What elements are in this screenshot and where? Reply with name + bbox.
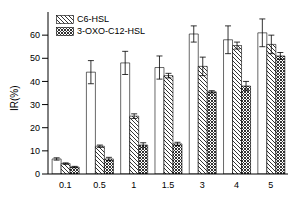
svg-text:50: 50: [30, 53, 40, 63]
svg-text:0: 0: [35, 169, 40, 179]
svg-text:1.5: 1.5: [162, 180, 175, 190]
svg-text:0.1: 0.1: [59, 180, 72, 190]
html-text:3-OXO-C12-HSL: 3-OXO-C12-HSL: [77, 26, 145, 36]
svg-text:30: 30: [30, 100, 40, 110]
svg-text:20: 20: [30, 123, 40, 133]
svg-text:10: 10: [30, 146, 40, 156]
svg-text:3: 3: [200, 180, 205, 190]
svg-text:4: 4: [234, 180, 239, 190]
svg-text:5: 5: [268, 180, 273, 190]
svg-text:1: 1: [131, 180, 136, 190]
svg-text:40: 40: [30, 77, 40, 87]
svg-text:IR(%): IR(%): [9, 85, 20, 111]
svg-text:0.5: 0.5: [93, 180, 106, 190]
html-text:C6-HSL: C6-HSL: [77, 14, 109, 24]
svg-text:60: 60: [30, 30, 40, 40]
